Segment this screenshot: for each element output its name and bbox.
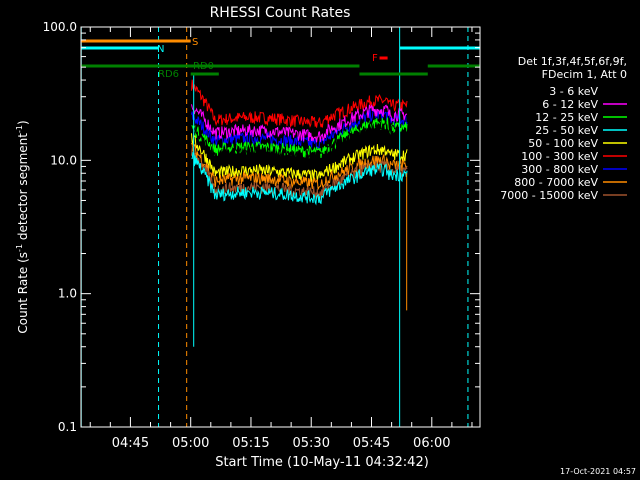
legend-label: 6 - 12 keV — [542, 98, 598, 111]
x-tick-label: 04:45 — [112, 436, 149, 451]
legend-label: 300 - 800 keV — [521, 163, 598, 176]
series-line-3-6keV — [191, 119, 408, 163]
series-line-6-12keV — [191, 103, 408, 143]
flag-label-night: N — [157, 44, 164, 55]
flag-group: S N F RD0 RD6 — [81, 37, 480, 80]
axes-group: 0.1 1.0 10.0 100.0 04:45 05:00 05:15 05:30 05:45… — [43, 20, 481, 451]
chart-title: RHESSI Count Rates — [210, 5, 351, 21]
legend-label: 100 - 300 keV — [521, 150, 598, 163]
y-tick-label: 100.0 — [43, 20, 77, 34]
x-axis-label: Start Time (10-May-11 04:32:42) — [215, 455, 429, 470]
legend-label: 7000 - 15000 keV — [500, 189, 598, 202]
series-line-300-800keV — [191, 109, 408, 151]
legend-header-line-2: FDecim 1, Att 0 — [542, 68, 627, 81]
generated-timestamp: 17-Oct-2021 04:57 — [560, 467, 636, 476]
y-tick-label: 1.0 — [58, 287, 77, 301]
x-tick-label: 05:15 — [232, 436, 269, 451]
x-tick-label: 05:30 — [293, 436, 330, 451]
series-line-800-7000keV — [191, 142, 408, 190]
x-tick-label: 05:00 — [172, 436, 209, 451]
legend-label: 3 - 6 keV — [549, 85, 598, 98]
flag-label-flare: F — [372, 53, 378, 64]
x-tick-label: 06:00 — [413, 436, 450, 451]
flag-label-saa: S — [192, 37, 198, 48]
series-line-25-50keV — [191, 151, 408, 206]
legend-label: 12 - 25 keV — [535, 111, 598, 124]
plot-frame — [80, 26, 481, 428]
legend-header-line-1: Det 1f,3f,4f,5f,6f,9f, — [518, 55, 627, 68]
series-line-100-300keV — [191, 79, 408, 128]
flag-label-rd0: RD0 — [193, 61, 214, 72]
legend-label: 50 - 100 keV — [528, 137, 598, 150]
flag-label-rd6: RD6 — [158, 69, 179, 80]
y-axis-label: Count Rate (s-1 detector segment-1) — [15, 120, 30, 333]
y-tick-label: 0.1 — [58, 420, 77, 434]
series-group — [191, 73, 408, 347]
legend-label: 25 - 50 keV — [535, 124, 598, 137]
series-line-50-100keV — [191, 132, 408, 183]
y-tick-label: 10.0 — [50, 153, 77, 167]
x-tick-label: 05:45 — [353, 436, 390, 451]
legend-label: 800 - 7000 keV — [514, 176, 598, 189]
